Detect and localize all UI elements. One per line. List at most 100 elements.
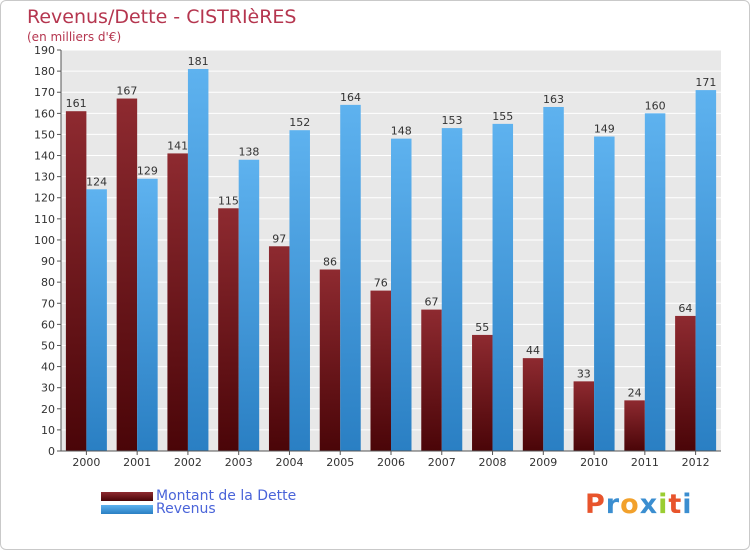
data-label-revenus: 152 [289,116,310,129]
bar-dette [472,334,493,451]
y-tick-label: 80 [41,276,55,289]
y-tick-label: 0 [48,445,55,458]
data-label-revenus: 124 [86,175,107,188]
data-label-dette: 55 [475,321,489,334]
x-tick-label: 2006 [377,456,405,469]
data-label-revenus: 153 [442,114,463,127]
data-label-revenus: 164 [340,91,361,104]
data-label-dette: 44 [526,344,540,357]
bars [65,68,717,452]
bar-revenus [441,128,463,451]
bar-dette [319,269,341,451]
bar-revenus [391,138,412,452]
data-label-dette: 33 [577,367,591,380]
logo-letter: i [682,489,693,520]
bar-dette [522,358,544,451]
x-tick-label: 2001 [123,456,151,469]
proxiti-logo: Proxiti [585,489,693,520]
x-tick-label: 2011 [631,456,659,469]
legend-item-dette: Montant de la Dette [101,488,296,504]
x-tick-label: 2003 [225,456,253,469]
x-tick-label: 2004 [275,456,303,469]
bar-revenus [644,113,666,451]
bar-revenus [594,136,615,451]
bar-revenus [543,106,564,452]
data-label-revenus: 181 [188,55,209,68]
bar-dette [167,153,188,452]
bar-dette [370,290,391,451]
data-label-dette: 115 [218,194,239,207]
x-tick-label: 2000 [72,456,100,469]
bar-dette [116,98,138,451]
bar-revenus [289,130,310,451]
bar-dette [218,208,239,451]
bar-dette [65,111,87,451]
y-tick-label: 40 [41,361,55,374]
logo-letter: r [605,489,621,520]
data-label-revenus: 129 [137,165,158,178]
y-tick-label: 190 [34,44,55,57]
x-tick-label: 2012 [682,456,710,469]
legend-swatch-dette [101,491,153,501]
y-tick-label: 150 [34,128,55,141]
y-tick-label: 70 [41,297,55,310]
logo-letter: i [658,489,669,520]
data-label-revenus: 148 [391,125,412,138]
data-label-revenus: 155 [492,110,513,123]
data-label-revenus: 171 [695,76,716,89]
legend-swatch-revenus [101,504,153,514]
bar-revenus [137,178,158,451]
data-label-dette: 24 [628,386,642,399]
bar-revenus [86,189,107,451]
bar-dette [624,400,645,451]
data-label-revenus: 149 [594,123,615,136]
chart-title: Revenus/Dette - CISTRIèRES [27,6,297,28]
y-tick-label: 170 [34,86,55,99]
y-tick-label: 130 [34,171,55,184]
x-tick-label: 2007 [428,456,456,469]
y-tick-label: 160 [34,107,55,120]
bar-dette [675,315,696,451]
logo-letter: x [639,489,659,520]
x-tick-label: 2009 [529,456,557,469]
data-label-revenus: 163 [543,93,564,106]
bar-revenus [695,90,717,451]
y-tick-label: 90 [41,255,55,268]
y-tick-label: 180 [34,65,55,78]
y-tick-label: 110 [34,213,55,226]
data-label-dette: 167 [116,85,137,98]
x-tick-label: 2002 [174,456,202,469]
logo-letter: o [620,489,640,520]
axes: 0 10 20 30 40 50 60 70 80 90 100 110 120 130 140 150 160… [34,44,721,469]
y-tick-label: 60 [41,318,55,331]
x-tick-label: 2008 [479,456,507,469]
y-tick-label: 30 [41,382,55,395]
y-tick-label: 50 [41,339,55,352]
chart-subtitle: (en milliers d'€) [27,30,122,44]
data-label-dette: 161 [66,97,87,110]
legend-label-revenus: Revenus [156,501,216,517]
data-label-revenus: 160 [645,99,666,112]
bar-revenus [492,123,514,452]
y-tick-label: 100 [34,234,55,247]
data-label-dette: 76 [374,277,388,290]
y-tick-label: 120 [34,192,55,205]
data-label-dette: 67 [425,296,439,309]
data-label-dette: 141 [167,139,188,152]
bar-revenus [238,159,260,451]
data-labels: 161 124 167 129 141 181 115 138 97 152 86 164 76 148 6… [66,55,717,399]
data-label-dette: 64 [678,302,692,315]
data-label-revenus: 138 [238,146,259,159]
bar-revenus [340,104,361,451]
y-tick-label: 140 [34,150,55,163]
y-tick-label: 10 [41,424,55,437]
x-tick-label: 2005 [326,456,354,469]
legend-item-revenus: Revenus [101,501,216,517]
legend-label-dette: Montant de la Dette [156,488,297,504]
bar-dette [573,381,595,451]
data-label-dette: 97 [272,232,286,245]
bar-dette [421,309,442,451]
x-tick-label: 2010 [580,456,608,469]
